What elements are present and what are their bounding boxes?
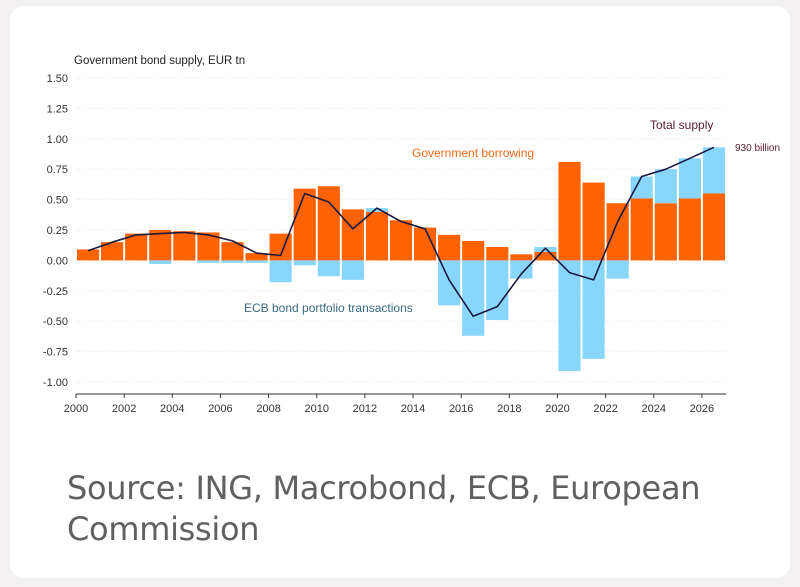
bar-ecb-transactions <box>365 208 388 212</box>
end-value-annotation: 930 billion <box>735 143 780 154</box>
chart-card: 1.50 1.25 1.00 0.75 0.50 0.25 0.00 -0.25 -0.50 -0… <box>10 6 790 578</box>
bar-ecb-transactions <box>678 158 701 199</box>
y-tick-label: -0.50 <box>43 316 68 328</box>
bar-government-borrowing <box>702 193 726 261</box>
bar-ecb-transactions <box>654 169 677 204</box>
x-tick-label: 2026 <box>690 403 714 415</box>
bar-government-borrowing <box>149 230 172 261</box>
bar-government-borrowing <box>678 198 701 261</box>
bar-ecb-transactions <box>341 260 364 280</box>
bar-ecb-transactions <box>486 260 509 320</box>
bar-ecb-transactions <box>317 260 340 277</box>
x-tick-label: 2022 <box>593 403 617 415</box>
bar-ecb-transactions <box>245 260 268 263</box>
bar-ecb-transactions <box>606 260 629 279</box>
y-tick-label: 0.00 <box>47 255 68 267</box>
total-supply-line <box>87 146 715 318</box>
bar-ecb-transactions <box>582 260 605 359</box>
axes: 1.50 1.25 1.00 0.75 0.50 0.25 0.00 -0.25 -0.50 -0… <box>43 73 726 415</box>
y-tick-label: -0.25 <box>43 286 68 298</box>
chart-title: Government bond supply, EUR tn <box>74 55 245 67</box>
bar-government-borrowing <box>221 242 244 261</box>
bar-ecb-transactions <box>510 260 533 279</box>
y-tick-label: 0.75 <box>47 164 68 176</box>
bar-government-borrowing <box>101 242 124 261</box>
borrowing-annotation: Government borrowing <box>412 146 534 160</box>
bar-government-borrowing <box>76 249 100 261</box>
x-tick-label: 2000 <box>64 403 88 415</box>
bar-government-borrowing <box>558 161 581 261</box>
bar-government-borrowing <box>173 231 196 261</box>
bar-government-borrowing <box>462 240 485 261</box>
bar-ecb-transactions <box>293 260 316 266</box>
bar-government-borrowing <box>582 182 605 261</box>
bar-government-borrowing <box>630 198 653 261</box>
x-tick-label: 2020 <box>545 403 569 415</box>
bar-government-borrowing <box>125 233 148 261</box>
bar-government-borrowing <box>365 211 388 261</box>
y-tick-label: 1.00 <box>47 134 68 146</box>
bar-government-borrowing <box>414 227 437 261</box>
y-tick-label: 1.25 <box>47 103 68 115</box>
bar-government-borrowing <box>245 253 268 261</box>
bar-ecb-transactions <box>630 176 653 199</box>
bar-government-borrowing <box>317 186 340 261</box>
bar-government-borrowing <box>534 251 557 261</box>
source-note: Source: ING, Macrobond, ECB, European Co… <box>67 469 701 548</box>
x-tick-label: 2014 <box>401 403 425 415</box>
x-tick-label: 2024 <box>642 403 666 415</box>
bar-ecb-transactions <box>221 260 244 263</box>
bar-government-borrowing <box>606 203 629 261</box>
x-tick-label: 2012 <box>353 403 377 415</box>
bars <box>76 147 726 372</box>
y-tick-label: 0.25 <box>47 225 68 237</box>
bar-government-borrowing <box>486 247 509 261</box>
x-tick-label: 2016 <box>449 403 473 415</box>
x-tick-label: 2018 <box>497 403 521 415</box>
bar-government-borrowing <box>438 234 461 261</box>
y-tick-label: -1.00 <box>43 377 68 389</box>
bond-supply-chart: 1.50 1.25 1.00 0.75 0.50 0.25 0.00 -0.25 -0.50 -0… <box>43 55 780 415</box>
bar-ecb-transactions <box>149 260 172 265</box>
bar-government-borrowing <box>510 254 533 261</box>
bar-ecb-transactions <box>702 147 726 194</box>
y-tick-label: 1.50 <box>47 73 68 85</box>
total-supply-annotation: Total supply <box>650 118 713 132</box>
x-tick-label: 2006 <box>208 403 232 415</box>
x-tick-label: 2002 <box>112 403 136 415</box>
x-tick-label: 2004 <box>160 403 184 415</box>
bar-ecb-transactions <box>462 260 485 336</box>
bar-ecb-transactions <box>534 247 557 252</box>
bar-government-borrowing <box>389 220 413 261</box>
bar-ecb-transactions <box>269 260 292 283</box>
bar-government-borrowing <box>293 188 316 261</box>
bar-ecb-transactions <box>197 260 220 263</box>
y-tick-label: 0.50 <box>47 195 68 207</box>
bar-government-borrowing <box>197 232 220 261</box>
bar-government-borrowing <box>654 203 677 261</box>
x-tick-label: 2008 <box>256 403 280 415</box>
total-supply-polyline <box>87 146 715 318</box>
ecb-annotation: ECB bond portfolio transactions <box>244 301 413 315</box>
bar-ecb-transactions <box>438 260 461 306</box>
bar-government-borrowing <box>341 209 364 261</box>
y-tick-label: -0.75 <box>43 347 68 359</box>
bar-ecb-transactions <box>558 260 581 372</box>
x-tick-label: 2010 <box>304 403 328 415</box>
